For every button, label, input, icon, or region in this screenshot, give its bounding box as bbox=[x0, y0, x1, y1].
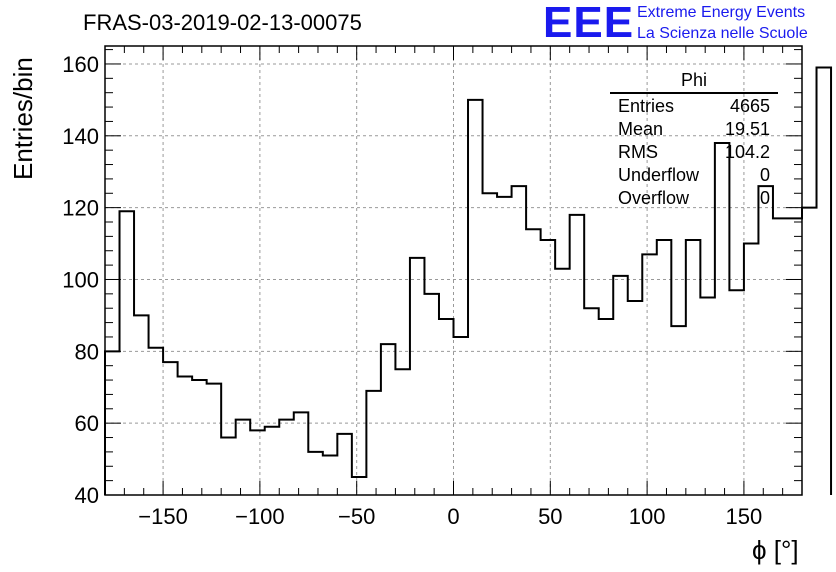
histogram-bin bbox=[700, 297, 715, 495]
histogram-bin bbox=[221, 438, 236, 495]
histogram-bin bbox=[541, 240, 556, 495]
histogram-bin bbox=[178, 376, 193, 495]
stats-label: RMS bbox=[618, 142, 658, 162]
histogram-bin bbox=[294, 412, 309, 495]
stats-label: Entries bbox=[618, 96, 675, 116]
y-tick-label: 80 bbox=[75, 339, 99, 364]
stats-label: Mean bbox=[618, 119, 664, 139]
histogram-bin bbox=[744, 244, 759, 495]
histogram-bin bbox=[758, 186, 773, 495]
histogram-bin bbox=[570, 215, 585, 495]
histogram-bin bbox=[323, 455, 338, 495]
histogram-bin bbox=[308, 452, 323, 495]
histogram-bin bbox=[439, 319, 454, 495]
x-tick-label: 100 bbox=[629, 504, 666, 529]
histogram-bin bbox=[424, 294, 439, 495]
stats-value: 0 bbox=[759, 188, 770, 208]
histogram-bin bbox=[454, 337, 469, 495]
stats-row-overflow: Overflow 0 bbox=[610, 187, 778, 210]
histogram-series bbox=[104, 66, 833, 495]
histogram-bin bbox=[497, 197, 512, 495]
histogram-bin bbox=[613, 276, 628, 495]
histogram-bin bbox=[395, 369, 410, 495]
histogram-bin bbox=[802, 208, 817, 495]
histogram-bin bbox=[483, 193, 498, 495]
histogram-bin bbox=[817, 68, 832, 495]
y-tick-label: 140 bbox=[62, 124, 99, 149]
histogram-bin bbox=[120, 211, 135, 495]
y-tick-label: 120 bbox=[62, 196, 99, 221]
histogram-bin bbox=[686, 240, 701, 495]
histogram-outline bbox=[104, 66, 833, 495]
histogram-bin bbox=[410, 258, 425, 495]
histogram-bin bbox=[337, 434, 352, 495]
y-tick-label: 60 bbox=[75, 411, 99, 436]
stats-label: Overflow bbox=[618, 188, 690, 208]
histogram-bin bbox=[628, 301, 643, 495]
chart-title: FRAS-03-2019-02-13-00075 bbox=[83, 10, 362, 35]
histogram-bin bbox=[773, 218, 788, 495]
stats-box: Phi Entries 4665 Mean 19.51 RMS 104.2 Un… bbox=[610, 70, 778, 210]
y-tick-label: 40 bbox=[75, 483, 99, 508]
x-tick-label: −100 bbox=[235, 504, 285, 529]
logo-line-2: La Scienza nelle Scuole bbox=[637, 25, 808, 42]
histogram-bin bbox=[279, 420, 294, 495]
x-axis-label: ϕ [°] bbox=[752, 535, 799, 565]
stats-value: 104.2 bbox=[724, 142, 770, 162]
histogram-bin bbox=[381, 344, 396, 495]
histogram-bin bbox=[366, 391, 381, 495]
x-tick-label: −150 bbox=[138, 504, 188, 529]
stats-row-entries: Entries 4665 bbox=[610, 95, 778, 118]
y-tick-label: 100 bbox=[62, 267, 99, 292]
stats-value: 4665 bbox=[729, 96, 770, 116]
histogram-bin bbox=[787, 218, 802, 495]
histogram-bin bbox=[599, 319, 614, 495]
x-tick-label: −50 bbox=[338, 504, 375, 529]
stats-box-title: Phi bbox=[610, 70, 778, 94]
stats-value: 19.51 bbox=[724, 119, 770, 139]
stats-row-mean: Mean 19.51 bbox=[610, 118, 778, 141]
histogram-bin bbox=[192, 380, 207, 495]
x-tick-label: 50 bbox=[538, 504, 562, 529]
histogram-bin bbox=[642, 254, 657, 495]
histogram-bin bbox=[265, 427, 280, 495]
histogram-bin bbox=[149, 348, 164, 495]
histogram-bin bbox=[555, 269, 570, 495]
histogram-bin bbox=[584, 308, 599, 495]
histogram-bin bbox=[236, 420, 251, 495]
grid-lines bbox=[105, 46, 802, 496]
stats-row-underflow: Underflow 0 bbox=[610, 164, 778, 187]
tick-labels: −150 −100 −50 0 50 100 150 40 60 80 100 120 140 160 bbox=[62, 52, 762, 529]
histogram-bin bbox=[352, 477, 367, 495]
y-tick-label: 160 bbox=[62, 52, 99, 77]
histogram-bin bbox=[250, 430, 265, 495]
histogram-bin bbox=[468, 100, 483, 495]
x-tick-label: 0 bbox=[447, 504, 459, 529]
histogram-bin bbox=[729, 290, 744, 495]
histogram-bin bbox=[163, 362, 178, 495]
eee-logo: EEE bbox=[543, 0, 635, 47]
histogram-bin bbox=[134, 315, 149, 495]
logo-line-1: Extreme Energy Events bbox=[637, 4, 806, 21]
histogram-bin bbox=[512, 186, 527, 495]
stats-value: 0 bbox=[759, 165, 770, 185]
stats-row-rms: RMS 104.2 bbox=[610, 141, 778, 164]
histogram-bin bbox=[657, 240, 672, 495]
x-tick-label: 150 bbox=[726, 504, 763, 529]
histogram-bin bbox=[207, 384, 222, 495]
y-axis-label: Entries/bin bbox=[8, 57, 38, 180]
stats-label: Underflow bbox=[618, 165, 700, 185]
axis-ticks bbox=[104, 46, 803, 496]
histogram-bin bbox=[526, 229, 541, 495]
histogram-bin bbox=[671, 326, 686, 495]
